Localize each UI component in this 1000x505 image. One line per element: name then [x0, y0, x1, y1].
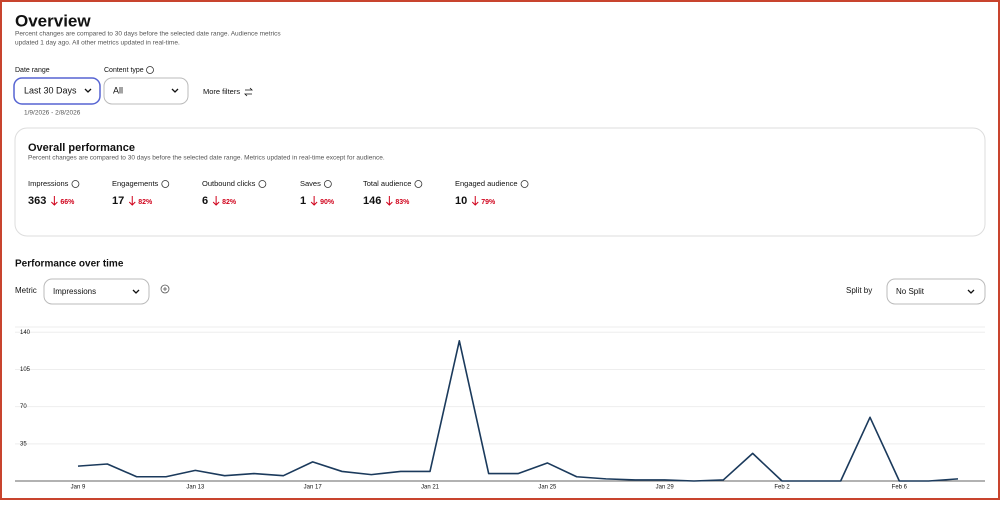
- x-tick-label: Feb 6: [892, 485, 908, 491]
- chevron: [84, 88, 92, 93]
- info-icon[interactable]: [414, 180, 423, 188]
- x-tick-label: Jan 29: [656, 485, 675, 491]
- chevron: [171, 88, 179, 93]
- metric-value: 1: [300, 195, 306, 207]
- metrics: Impressions 363 66% Engagements 17 82% Outboun…: [28, 179, 529, 207]
- x-tick-label: Jan 9: [71, 485, 86, 491]
- metric-change: 82%: [222, 199, 237, 206]
- metric-label: Outbound clicks: [202, 179, 256, 188]
- date-span: 1/9/2026 - 2/8/2026: [24, 110, 81, 117]
- down-arrow: [128, 196, 136, 206]
- description: Percent changes are compared to 30 days …: [15, 31, 281, 38]
- y-tick-label: 35: [20, 441, 27, 447]
- metric-change: 82%: [138, 199, 153, 206]
- page-title: Overview: [15, 11, 91, 30]
- split-dropdown[interactable]: [886, 278, 986, 305]
- x-tick-label: Jan 21: [421, 485, 440, 491]
- dropdown-value: No Split: [896, 287, 925, 296]
- section-title: Performance over time: [15, 259, 124, 270]
- card-title: Overall performance: [28, 142, 135, 154]
- more-filters[interactable]: More filters: [203, 87, 240, 96]
- x-tick-label: Feb 2: [774, 485, 790, 491]
- split-label: Split by: [846, 286, 872, 295]
- info-icon[interactable]: [258, 180, 267, 188]
- y-tick-label: 105: [20, 367, 31, 373]
- y-tick-label: 70: [20, 404, 27, 410]
- info-icon[interactable]: [161, 180, 170, 188]
- x-tick-label: Jan 17: [304, 485, 323, 491]
- metric-value: 363: [28, 195, 46, 207]
- info-icon[interactable]: [323, 180, 332, 188]
- performance-card: [14, 127, 986, 237]
- x-tick-label: Jan 25: [538, 485, 557, 491]
- dropdown-value: All: [113, 85, 123, 95]
- add-metric[interactable]: [160, 284, 170, 294]
- dropdown-value: Impressions: [53, 287, 96, 296]
- date-range-dropdown[interactable]: [13, 77, 101, 105]
- line: [77, 340, 959, 482]
- metric-change: 66%: [60, 199, 75, 206]
- down-arrow: [51, 196, 58, 206]
- line-chart: 35 70 105 140 Jan 9 Jan 13 Jan 17 Jan 21 Jan 25 J…: [15, 330, 985, 491]
- filter-label: Content type: [104, 67, 144, 74]
- metric-value: 146: [363, 195, 381, 207]
- description: updated 1 day ago. All other metrics upd…: [15, 40, 180, 47]
- metric-label: Impressions: [28, 179, 69, 188]
- down-arrow: [386, 196, 393, 206]
- info-icon[interactable]: [146, 66, 154, 74]
- y-tick-label: 140: [20, 330, 31, 336]
- filter-label: Date range: [15, 67, 50, 74]
- info-icon[interactable]: [520, 180, 529, 188]
- dropdown-value: Last 30 Days: [24, 85, 77, 95]
- metric-change: 79%: [481, 199, 496, 206]
- metric-value: 17: [112, 195, 124, 207]
- metric-label: Metric: [15, 286, 37, 295]
- metric-label: Engaged audience: [455, 179, 518, 188]
- x-tick-label: Jan 13: [186, 485, 205, 491]
- chevron: [132, 289, 140, 294]
- info-icon[interactable]: [71, 180, 80, 188]
- metric-change: 90%: [320, 199, 335, 206]
- metric-label: Total audience: [363, 179, 411, 188]
- chevron: [967, 289, 975, 294]
- down-arrow: [471, 196, 479, 206]
- down-arrow: [212, 196, 220, 206]
- plus: [163, 287, 167, 291]
- card-subtitle: Percent changes are compared to 30 days …: [28, 155, 385, 162]
- metric-value: 10: [455, 195, 467, 207]
- content-type-dropdown[interactable]: [103, 77, 189, 105]
- down-arrow: [310, 196, 318, 206]
- metric-value: 6: [202, 195, 208, 207]
- metric-dropdown[interactable]: [43, 278, 150, 305]
- metric-label: Engagements: [112, 179, 159, 188]
- filter-icon: [244, 87, 253, 97]
- metric-label: Saves: [300, 179, 321, 188]
- metric-change: 83%: [395, 199, 410, 206]
